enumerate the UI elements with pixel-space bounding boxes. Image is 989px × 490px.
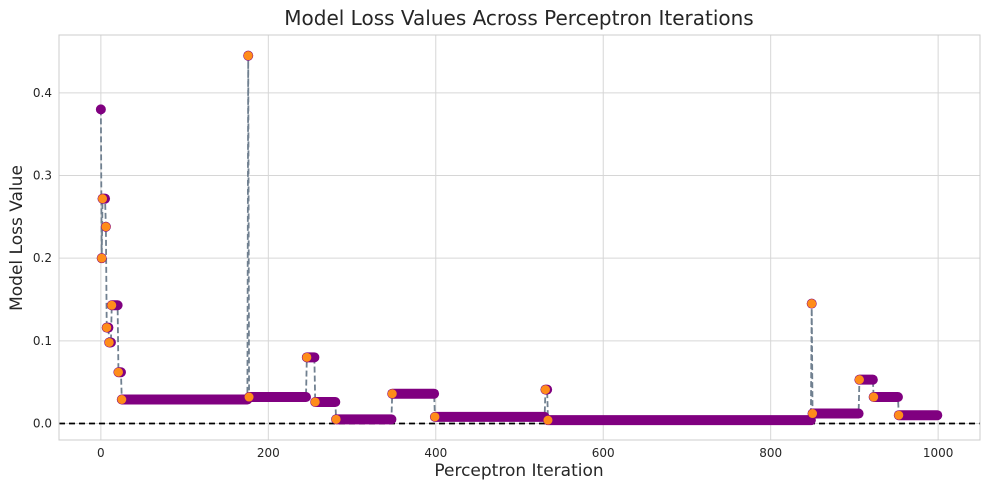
loss-step-line — [99, 55, 938, 422]
plot-frame — [58, 34, 981, 441]
loss-change-point — [854, 375, 864, 385]
x-tick-label: 0 — [97, 446, 105, 460]
loss-change-point — [894, 410, 904, 420]
y-tick-label: 0.0 — [33, 416, 52, 430]
loss-change-point — [331, 414, 341, 424]
x-axis-label: Perceptron Iteration — [434, 461, 603, 481]
highlight-points-layer — [97, 51, 904, 425]
y-tick-label: 0.2 — [33, 251, 52, 265]
y-tick-label: 0.4 — [33, 86, 52, 100]
x-tick-label: 1000 — [923, 446, 954, 460]
loss-change-point — [310, 397, 320, 407]
loss-change-point — [540, 385, 550, 395]
x-tick-label: 800 — [759, 446, 782, 460]
y-axis-label: Model Loss Value — [7, 165, 27, 311]
loss-change-point — [98, 194, 108, 204]
y-tick-label: 0.1 — [33, 334, 52, 348]
loss-change-point — [808, 409, 818, 419]
loss-change-point — [102, 323, 112, 333]
loss-change-point — [104, 337, 114, 347]
chart-title: Model Loss Values Across Perceptron Iter… — [284, 6, 753, 30]
x-tick-label: 200 — [257, 446, 280, 460]
loss-change-point — [807, 299, 817, 309]
x-tick-label: 400 — [424, 446, 447, 460]
x-tick-label: 600 — [592, 446, 615, 460]
step-line-layer — [99, 55, 938, 422]
y-tick-labels: 0.0 0.1 0.2 0.3 0.4 — [33, 86, 52, 431]
loss-change-point — [97, 253, 107, 263]
loss-change-point — [869, 392, 879, 402]
loss-change-point — [387, 389, 397, 399]
loss-change-point — [543, 415, 553, 425]
loss-point — [95, 104, 106, 115]
x-tick-labels: 0 200 400 600 800 1000 — [97, 446, 953, 460]
loss-change-point — [107, 300, 117, 310]
loss-change-point — [101, 222, 111, 232]
loss-change-point — [302, 352, 312, 362]
loss-change-point — [113, 367, 123, 377]
loss-change-point — [244, 392, 254, 402]
loss-change-point — [430, 412, 440, 422]
loss-change-point — [243, 51, 253, 61]
y-tick-label: 0.3 — [33, 169, 52, 183]
grid-layer — [59, 35, 980, 440]
loss-change-point — [117, 395, 127, 404]
